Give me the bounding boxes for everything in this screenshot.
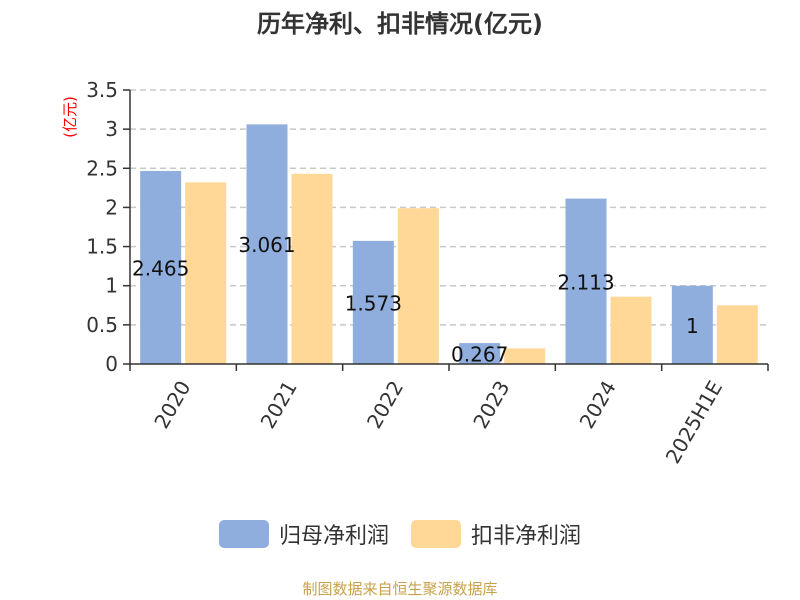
bar-series-1-2023[interactable] (504, 348, 546, 364)
y-tick-label-6: 3 (105, 117, 118, 141)
y-tick-label-3: 1.5 (86, 235, 118, 259)
legend-label-series-0: 归母净利润 (278, 524, 389, 549)
x-tick-label-2025H1E: 2025H1E (661, 377, 727, 468)
bar-series-0-2020[interactable] (140, 171, 182, 364)
bar-series-1-2024[interactable] (610, 296, 652, 364)
legend-item-series-0[interactable]: 归母净利润 (218, 518, 389, 550)
legend-item-series-1[interactable]: 扣非净利润 (411, 518, 581, 550)
x-tick-label-2021: 2021 (256, 377, 302, 433)
y-tick-label-5: 2.5 (86, 156, 118, 180)
legend-swatch-series-0 (218, 520, 269, 548)
bars (140, 124, 758, 364)
x-tick-label-2024: 2024 (575, 377, 621, 433)
legend-swatch-series-1 (411, 520, 461, 548)
y-tick-label-1: 0.5 (86, 313, 118, 337)
chart-title: 历年净利、扣非情况(亿元) (257, 10, 543, 38)
bar-series-0-2021[interactable] (246, 124, 288, 364)
x-tick-label-2023: 2023 (468, 376, 514, 432)
grid-lines (130, 89, 768, 326)
bar-series-0-2022[interactable] (352, 240, 394, 364)
data-label-2021: 3.061 (238, 233, 295, 257)
data-label-2024: 2.113 (557, 270, 614, 294)
bar-series-1-2021[interactable] (291, 173, 333, 364)
bar-series-1-2022[interactable] (397, 208, 439, 364)
bar-series-1-2025H1E[interactable] (716, 305, 758, 364)
data-label-2023: 0.267 (451, 343, 508, 367)
bar-series-0-2023[interactable] (459, 343, 501, 364)
data-label-2025H1E: 1 (686, 314, 699, 338)
source-footer: 制图数据来自恒生聚源数据库 (302, 580, 498, 598)
data-label-2022: 1.573 (345, 291, 402, 315)
bar-series-0-2024[interactable] (565, 198, 607, 364)
data-labels: 2.465 3.061 1.573 0.267 2.113 1 (132, 233, 699, 366)
legend: 归母净利润 扣非净利润 (0, 518, 800, 550)
data-label-2020: 2.465 (132, 257, 189, 281)
y-tick-label-0: 0 (105, 352, 118, 376)
x-tick-label-2020: 2020 (149, 377, 195, 433)
x-tick-label-2022: 2022 (362, 377, 408, 433)
y-tick-label-4: 2 (105, 195, 118, 219)
bar-series-1-2020[interactable] (185, 182, 227, 364)
legend-label-series-1: 扣非净利润 (471, 524, 582, 549)
bar-series-0-2025H1E[interactable] (671, 285, 713, 364)
y-tick-label-2: 1 (105, 274, 118, 298)
y-tick-label-7: 3.5 (86, 78, 118, 102)
y-axis-label: (亿元) (61, 96, 79, 138)
